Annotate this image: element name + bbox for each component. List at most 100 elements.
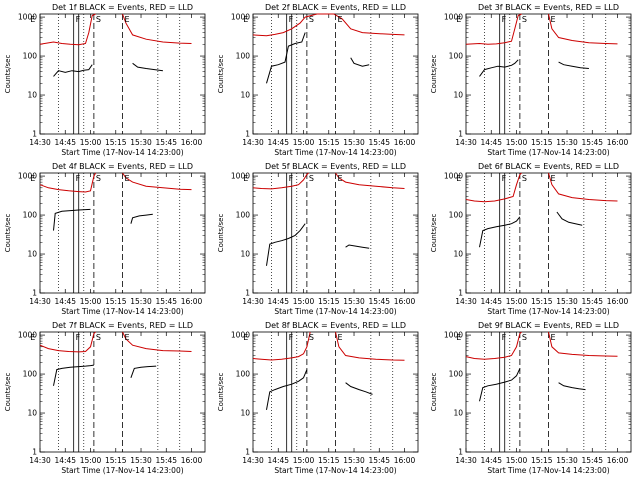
y-tick-label: 1 <box>458 448 463 457</box>
x-tick-label: 15:00 <box>506 456 528 465</box>
x-tick-label: 16:00 <box>181 297 203 306</box>
series-line-events <box>266 32 306 84</box>
y-tick-label: 10 <box>240 250 250 259</box>
x-tick-label: 15:15 <box>531 456 553 465</box>
x-tick-label: 15:15 <box>531 138 553 147</box>
y-tick-label: 10 <box>27 91 37 100</box>
x-tick-label: 16:00 <box>394 456 416 465</box>
x-tick-label: 15:00 <box>293 138 315 147</box>
series-line-events <box>266 223 306 266</box>
x-tick-label: 15:30 <box>343 456 365 465</box>
x-tick-label: 15:15 <box>531 297 553 306</box>
x-tick-label: 16:00 <box>181 138 203 147</box>
region-marker: S <box>522 15 527 24</box>
y-tick-label: 1000 <box>231 13 250 22</box>
region-marker: E <box>125 333 130 342</box>
series-line-events <box>558 382 586 391</box>
y-tick-label: 100 <box>23 52 38 61</box>
region-marker: F <box>76 333 81 342</box>
region-marker: F <box>502 174 507 183</box>
region-marker: S <box>309 174 314 183</box>
y-tick-label: 1000 <box>444 13 463 22</box>
y-axis-label: Counts/sec <box>4 373 12 412</box>
region-marker: F <box>289 333 294 342</box>
x-tick-label: 15:30 <box>130 297 152 306</box>
region-marker: E <box>30 15 35 24</box>
chart-title: Det 7f BLACK = Events, RED = LLD <box>52 321 193 330</box>
x-tick-label: 16:00 <box>181 456 203 465</box>
series-line-events <box>53 208 91 231</box>
x-tick-label: 15:30 <box>556 456 578 465</box>
region-marker: E <box>456 15 461 24</box>
x-tick-label: 15:30 <box>130 456 152 465</box>
region-marker: F <box>502 333 507 342</box>
chart-panel-4: Det 4f BLACK = Events, RED = LLD Counts/s… <box>4 162 206 316</box>
x-tick-label: 16:00 <box>607 456 629 465</box>
y-tick-label: 100 <box>449 370 464 379</box>
region-marker: S <box>309 15 314 24</box>
x-tick-label: 14:30 <box>455 456 477 465</box>
x-tick-label: 15:30 <box>343 138 365 147</box>
series-line-lld <box>548 13 618 45</box>
chart-title: Det 2f BLACK = Events, RED = LLD <box>265 3 406 12</box>
y-tick-label: 10 <box>240 91 250 100</box>
x-tick-label: 15:45 <box>581 456 603 465</box>
series-line-events <box>266 369 308 410</box>
region-marker: E <box>243 15 248 24</box>
y-tick-label: 1000 <box>444 172 463 181</box>
series-line-lld <box>252 172 309 190</box>
region-marker: S <box>96 15 101 24</box>
y-tick-label: 1000 <box>444 331 463 340</box>
chart-panel-6: Det 6f BLACK = Events, RED = LLD Counts/s… <box>430 162 632 316</box>
y-tick-label: 1000 <box>18 172 37 181</box>
chart-panel-2: Det 2f BLACK = Events, RED = LLD Counts/s… <box>217 3 419 157</box>
chart-title: Det 6f BLACK = Events, RED = LLD <box>478 162 619 171</box>
y-axis-label: Counts/sec <box>217 373 225 412</box>
y-tick-label: 1 <box>458 130 463 139</box>
series-line-events <box>130 365 157 378</box>
y-axis-label: Counts/sec <box>217 214 225 253</box>
series-line-events <box>132 62 163 72</box>
region-marker: E <box>243 333 248 342</box>
x-tick-label: 14:45 <box>54 456 76 465</box>
x-tick-label: 15:00 <box>80 138 102 147</box>
x-tick-label: 14:45 <box>480 297 502 306</box>
series-line-lld <box>39 172 97 193</box>
y-tick-label: 1000 <box>231 331 250 340</box>
y-tick-label: 1 <box>245 289 250 298</box>
region-marker: E <box>125 174 130 183</box>
x-tick-label: 15:45 <box>155 297 177 306</box>
series-line-lld <box>122 331 192 352</box>
y-tick-label: 1 <box>32 289 37 298</box>
x-tick-label: 15:15 <box>105 456 127 465</box>
x-tick-label: 16:00 <box>394 297 416 306</box>
y-axis-label: Counts/sec <box>217 55 225 94</box>
y-tick-label: 1000 <box>231 172 250 181</box>
y-tick-label: 10 <box>453 91 463 100</box>
x-tick-label: 15:00 <box>80 456 102 465</box>
y-tick-label: 100 <box>449 52 464 61</box>
series-line-lld <box>548 331 618 357</box>
region-marker: E <box>30 174 35 183</box>
y-tick-label: 1000 <box>18 13 37 22</box>
region-marker: E <box>551 15 556 24</box>
chart-title: Det 8f BLACK = Events, RED = LLD <box>265 321 406 330</box>
x-tick-label: 15:45 <box>155 456 177 465</box>
chart-title: Det 3f BLACK = Events, RED = LLD <box>478 3 619 12</box>
x-tick-label: 14:45 <box>54 138 76 147</box>
x-axis-label: Start Time (17-Nov-14 14:23:00) <box>61 307 183 316</box>
series-line-events <box>53 364 94 386</box>
x-tick-label: 15:45 <box>368 138 390 147</box>
x-tick-label: 15:15 <box>318 138 340 147</box>
series-line-events <box>479 59 519 77</box>
region-marker: E <box>456 174 461 183</box>
chart-title: Det 1f BLACK = Events, RED = LLD <box>52 3 193 12</box>
x-tick-label: 15:00 <box>506 138 528 147</box>
x-axis-label: Start Time (17-Nov-14 14:23:00) <box>487 307 609 316</box>
series-line-events <box>479 216 521 248</box>
x-tick-label: 15:15 <box>318 297 340 306</box>
x-axis-label: Start Time (17-Nov-14 14:23:00) <box>61 466 183 475</box>
y-tick-label: 10 <box>27 250 37 259</box>
series-line-events <box>556 211 583 226</box>
series-line-lld <box>465 331 522 360</box>
